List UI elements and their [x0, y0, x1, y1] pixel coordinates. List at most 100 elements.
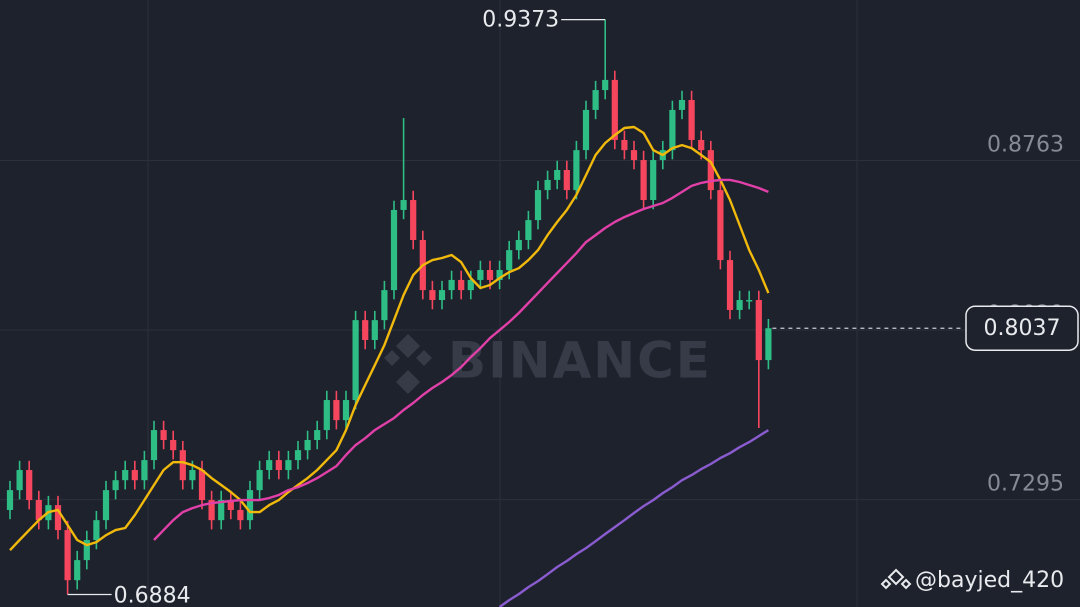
- candle-body: [621, 139, 628, 151]
- last-price-label: 0.8037: [984, 316, 1061, 341]
- logo-diamond: [887, 568, 905, 586]
- candle-body: [525, 220, 532, 240]
- candle-body: [506, 250, 513, 271]
- last-price-box: [965, 305, 1079, 351]
- candle-body: [93, 520, 100, 541]
- candle-body: [141, 460, 148, 481]
- candle-body: [256, 470, 263, 491]
- candle-body: [112, 480, 119, 491]
- candle-body: [102, 490, 110, 521]
- candle-body: [170, 440, 177, 451]
- candle-body: [544, 179, 551, 191]
- candle-body: [266, 460, 273, 471]
- candle-body: [717, 190, 724, 261]
- y-tick-label: 0.8763: [987, 133, 1064, 158]
- candle-body: [294, 450, 302, 461]
- candle-body: [131, 470, 138, 481]
- candle-body: [35, 500, 42, 521]
- candle-body: [275, 460, 282, 471]
- candle-body: [64, 530, 71, 581]
- candle-body: [678, 100, 686, 110]
- high-label: 0.9373: [482, 8, 559, 33]
- candle-body: [246, 490, 254, 521]
- logo-diamond: [416, 350, 432, 366]
- candle-body: [707, 150, 714, 191]
- candle-body: [486, 270, 494, 280]
- candle-body: [534, 190, 542, 221]
- candle-body: [16, 470, 23, 491]
- candle-body: [352, 320, 359, 401]
- candle-body: [189, 470, 196, 481]
- candle-body: [515, 239, 522, 251]
- candle-body: [362, 320, 369, 340]
- candle-body: [323, 400, 330, 431]
- candle-body: [208, 500, 215, 521]
- candle-body: [669, 109, 676, 151]
- candle-body: [477, 270, 484, 280]
- candle-body: [304, 440, 311, 451]
- candle-body: [448, 279, 455, 291]
- candle-body: [400, 200, 407, 210]
- candle-body: [563, 169, 570, 191]
- candle-body: [74, 560, 81, 581]
- candle-body: [765, 328, 772, 361]
- candle-body: [611, 79, 618, 140]
- candle-body: [6, 490, 14, 510]
- marks: 0.9373 0.6884 0.8037: [6, 8, 1079, 607]
- logo-diamond: [900, 578, 912, 590]
- candle-body: [333, 400, 340, 421]
- candle-body: [54, 505, 62, 531]
- candle-body: [429, 290, 436, 301]
- logo-diamond: [396, 334, 420, 358]
- candle-body: [630, 150, 638, 161]
- candle-body: [698, 139, 705, 151]
- moving-average-line: [153, 178, 769, 541]
- candle-body: [496, 270, 503, 280]
- candle-body: [150, 430, 158, 461]
- candle-body: [198, 470, 206, 501]
- candle-body: [410, 200, 417, 240]
- low-label: 0.6884: [114, 584, 191, 607]
- candle-body: [650, 160, 657, 201]
- moving-average-line: [9, 125, 770, 552]
- logo-diamond: [384, 350, 400, 366]
- candle-body: [390, 209, 398, 291]
- credit: @bayjed_420: [915, 568, 1064, 593]
- candle-body: [458, 279, 465, 291]
- candle-body: [122, 470, 129, 481]
- y-tick-label: 0.7295: [987, 472, 1064, 497]
- candle-body: [285, 460, 292, 471]
- candle-body: [179, 450, 186, 481]
- candle-body: [746, 300, 753, 302]
- candle-body: [227, 500, 234, 510]
- candle-body: [736, 300, 743, 310]
- candle-body: [438, 290, 446, 301]
- candle-body: [371, 320, 378, 340]
- moving-average-line: [498, 429, 770, 607]
- candle-body: [582, 109, 590, 151]
- watermark: BINANCE: [448, 332, 712, 390]
- candle-body: [640, 160, 647, 201]
- logo-diamond: [880, 578, 892, 590]
- watermark-logo: [384, 334, 432, 394]
- candle-body: [554, 169, 561, 180]
- candle-body: [688, 100, 695, 140]
- candle-body: [237, 509, 244, 521]
- candle-body: [160, 430, 167, 441]
- candle-body: [573, 150, 580, 191]
- candle-body: [314, 430, 321, 441]
- candle-body: [602, 79, 609, 91]
- credit-logo: [880, 568, 912, 590]
- candle-body: [726, 260, 734, 310]
- candle-body: [218, 500, 225, 521]
- candle-body: [755, 300, 762, 361]
- candle-body: [83, 540, 90, 561]
- candle-body: [381, 290, 388, 321]
- candle-body: [342, 400, 350, 421]
- candle-body: [26, 470, 33, 501]
- candle-body: [467, 279, 474, 291]
- candle-body: [592, 90, 599, 110]
